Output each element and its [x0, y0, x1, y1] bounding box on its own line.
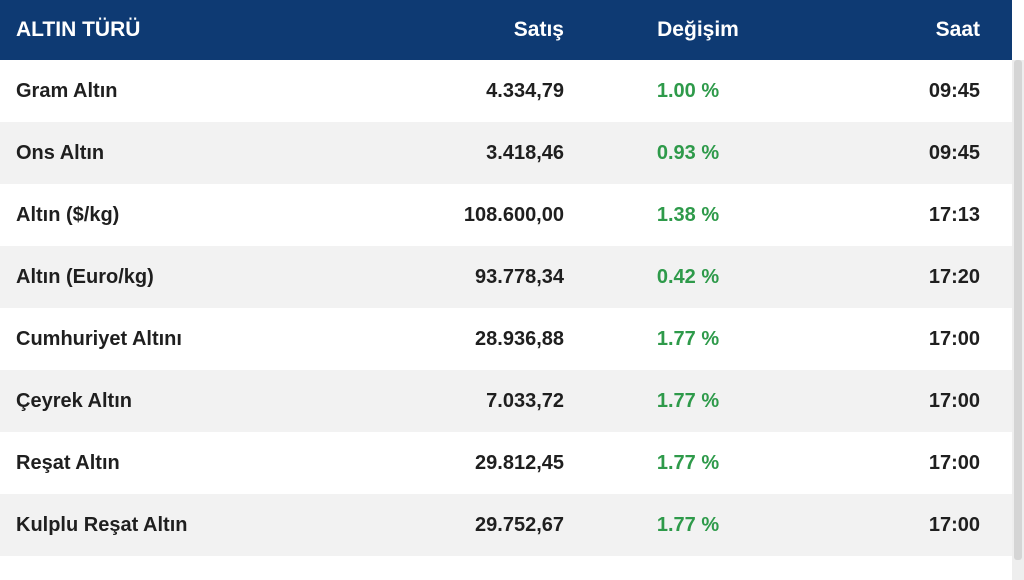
time-cell: 09:45 [928, 141, 980, 164]
sale-price-cell: 28.936,88 [475, 327, 564, 350]
header-time[interactable]: Saat [935, 18, 980, 41]
change-cell: 1.00 % [656, 79, 720, 102]
table-header: ALTIN TÜRÜ Satış Değişim Saat [0, 0, 1012, 60]
time-cell: 17:13 [928, 203, 980, 226]
gold-type-cell: Çeyrek Altın [16, 389, 132, 412]
sale-price-cell: 3.418,46 [486, 141, 564, 164]
time-cell: 09:45 [928, 79, 980, 102]
sale-price-cell: 4.334,79 [486, 79, 564, 102]
table-row[interactable]: Ons Altın 3.418,46 0.93 % 09:45 [0, 122, 1012, 184]
gold-type-cell: Kulplu Reşat Altın [16, 513, 188, 536]
gold-type-cell: Altın (Euro/kg) [16, 265, 154, 288]
gold-type-cell: Cumhuriyet Altını [16, 327, 182, 350]
sale-price-cell: 29.812,45 [475, 451, 564, 474]
change-cell: 1.77 % [656, 513, 720, 536]
change-cell: 0.42 % [656, 265, 720, 288]
sale-price-cell: 93.778,34 [475, 265, 564, 288]
change-cell: 1.38 % [656, 203, 720, 226]
table-row[interactable]: Kulplu Reşat Altın 29.752,67 1.77 % 17:0… [0, 494, 1012, 556]
gold-prices-table: ALTIN TÜRÜ Satış Değişim Saat Gram Altın… [0, 0, 1012, 556]
header-gold-type[interactable]: ALTIN TÜRÜ [16, 18, 141, 41]
scrollbar-thumb[interactable] [1014, 60, 1022, 560]
table-row[interactable]: Altın ($/kg) 108.600,00 1.38 % 17:13 [0, 184, 1012, 246]
sale-price-cell: 108.600,00 [463, 203, 564, 226]
change-cell: 1.77 % [656, 451, 720, 474]
sale-price-cell: 7.033,72 [486, 389, 564, 412]
time-cell: 17:00 [928, 451, 980, 474]
gold-type-cell: Altın ($/kg) [16, 203, 120, 226]
header-change[interactable]: Değişim [657, 18, 739, 41]
change-cell: 0.93 % [656, 141, 720, 164]
header-sale[interactable]: Satış [513, 18, 564, 41]
time-cell: 17:00 [928, 327, 980, 350]
time-cell: 17:00 [928, 513, 980, 536]
table-row[interactable]: Reşat Altın 29.812,45 1.77 % 17:00 [0, 432, 1012, 494]
time-cell: 17:00 [928, 389, 980, 412]
change-cell: 1.77 % [656, 327, 720, 350]
gold-type-cell: Gram Altın [16, 79, 118, 102]
table-row[interactable]: Altın (Euro/kg) 93.778,34 0.42 % 17:20 [0, 246, 1012, 308]
table-row[interactable]: Cumhuriyet Altını 28.936,88 1.77 % 17:00 [0, 308, 1012, 370]
table-row[interactable]: Çeyrek Altın 7.033,72 1.77 % 17:00 [0, 370, 1012, 432]
gold-type-cell: Ons Altın [16, 141, 105, 164]
sale-price-cell: 29.752,67 [475, 513, 564, 536]
time-cell: 17:20 [928, 265, 980, 288]
gold-type-cell: Reşat Altın [16, 451, 120, 474]
table-body: Gram Altın 4.334,79 1.00 % 09:45 Ons Alt… [0, 60, 1012, 556]
table-row[interactable]: Gram Altın 4.334,79 1.00 % 09:45 [0, 60, 1012, 122]
change-cell: 1.77 % [656, 389, 720, 412]
